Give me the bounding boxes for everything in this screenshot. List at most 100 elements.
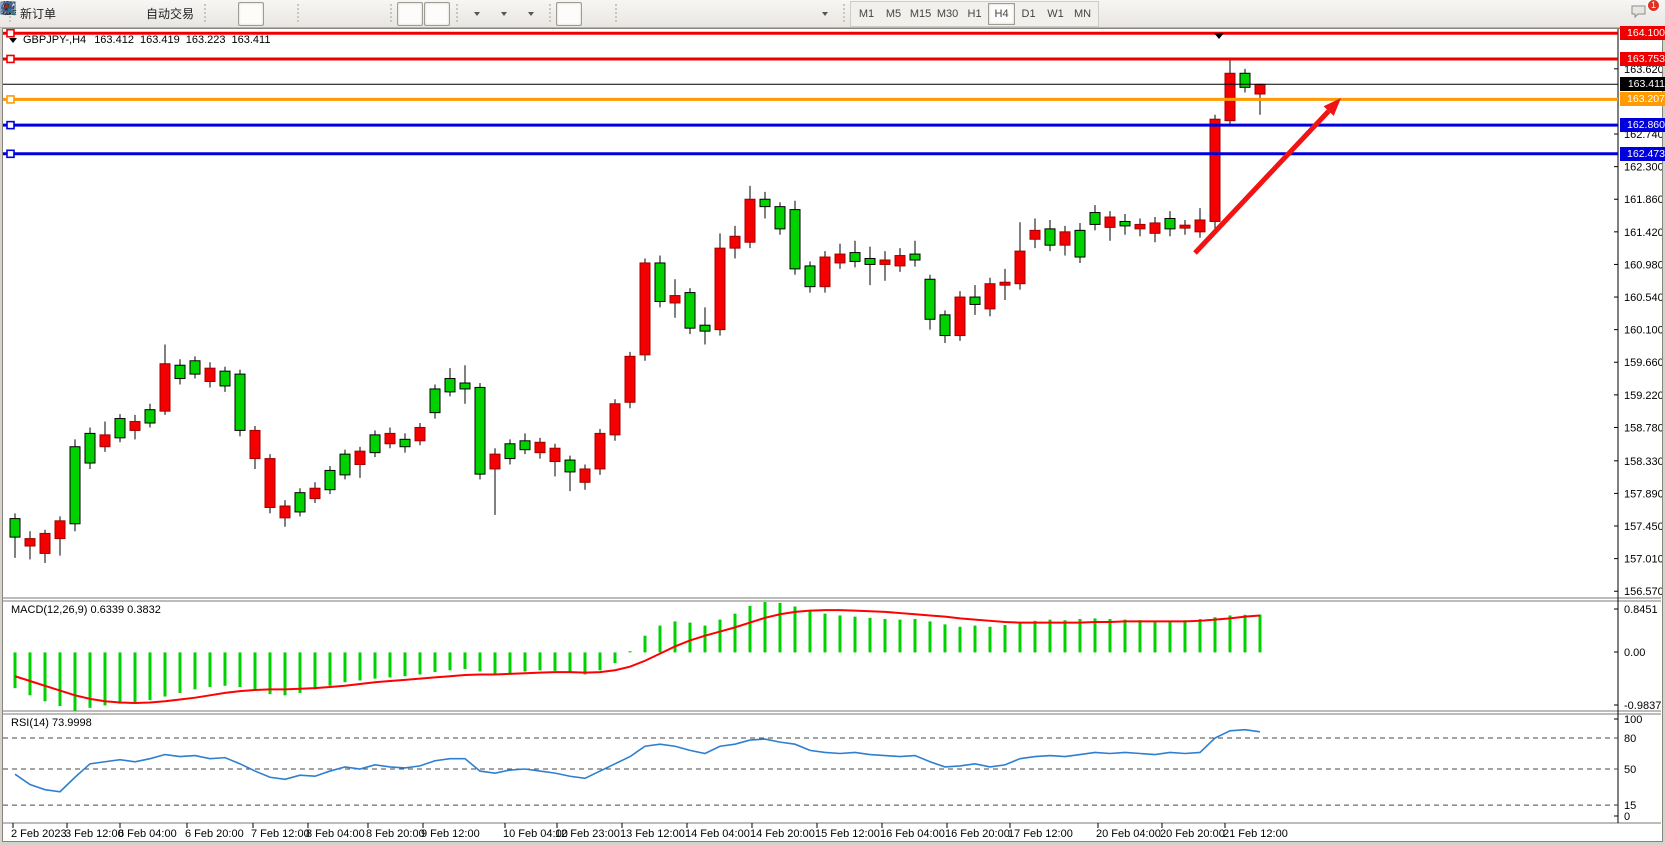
tab-timeframe-mn[interactable]: MN: [1073, 7, 1092, 20]
notification-badge: 1: [1647, 0, 1660, 12]
candle-body: [1134, 223, 1146, 230]
community-button[interactable]: [0, 1, 114, 26]
toolbar-grip[interactable]: [295, 3, 301, 24]
chart-shift-button[interactable]: [1, 1, 451, 26]
candle-body: [54, 520, 66, 540]
macd-histogram-bar: [478, 652, 482, 672]
y-axis-label: 162.300: [1624, 162, 1662, 174]
y-axis-label: 157.890: [1624, 488, 1662, 500]
toolbar-grip[interactable]: [841, 3, 847, 24]
vertical-line-button[interactable]: [6, 1, 648, 26]
macd-histogram-bar: [343, 652, 347, 683]
x-axis-label: 7 Feb 12:00: [251, 828, 310, 840]
tab-timeframe-m15[interactable]: M15: [909, 7, 932, 20]
toolbar-grip[interactable]: [613, 3, 619, 24]
y-axis-label: 159.220: [1624, 390, 1662, 402]
toolbar-grip[interactable]: [202, 3, 208, 24]
cursor-button[interactable]: [4, 1, 583, 26]
candle-body: [99, 434, 111, 448]
macd-histogram-bar: [598, 652, 602, 671]
trend-line-icon: [1, 1, 15, 15]
macd-histogram-bar: [493, 652, 497, 676]
y-axis-label: 160.540: [1624, 292, 1662, 304]
level-marker: [6, 29, 15, 38]
candle-body: [294, 492, 306, 513]
macd-histogram-bar: [688, 622, 692, 653]
text-button[interactable]: A: [3, 1, 783, 26]
bar-chart-button[interactable]: [1, 2, 237, 26]
notifications-button[interactable]: 1: [1629, 0, 1660, 26]
candle-body: [1029, 229, 1041, 240]
text-label-button[interactable]: T: [1, 2, 810, 26]
tab-timeframe-m5[interactable]: M5: [885, 7, 902, 20]
candle-body: [1209, 118, 1221, 222]
macd-histogram-bar: [1198, 619, 1202, 653]
price-tag: 162.473: [1620, 146, 1665, 161]
macd-histogram-bar: [238, 652, 242, 687]
crosshair-button[interactable]: [1, 1, 609, 26]
tile-windows-button[interactable]: [0, 1, 384, 26]
chart-symbol-period: GBPJPY-,H4: [23, 34, 87, 46]
arrows-button[interactable]: [2, 2, 837, 26]
candle-body: [204, 367, 216, 383]
candle-body: [39, 532, 51, 554]
annotation-arrow-head[interactable]: [1323, 98, 1341, 116]
periods-button[interactable]: [1, 1, 516, 26]
fibonacci-button[interactable]: F: [1, 2, 756, 26]
templates-button[interactable]: [0, 2, 543, 26]
price-tag: 163.411: [1620, 77, 1665, 92]
annotation-arrow-line[interactable]: [1193, 109, 1331, 255]
x-axis-label: 14 Feb 20:00: [750, 828, 815, 840]
macd-histogram-bar: [298, 652, 302, 693]
macd-histogram-bar: [1183, 620, 1187, 653]
macd-histogram-bar: [163, 652, 167, 697]
auto-scroll-button[interactable]: [1, 1, 424, 26]
search-button[interactable]: [1, 1, 1628, 26]
line-chart-button[interactable]: [0, 2, 291, 26]
candle-body: [759, 198, 771, 208]
tab-timeframe-m30[interactable]: M30: [936, 7, 959, 20]
auto-trading-button[interactable]: 自动交易: [1, 2, 198, 26]
horizontal-line-button[interactable]: [1, 2, 675, 26]
chart-shift-marker[interactable]: [1214, 33, 1224, 39]
x-axis-label: 13 Feb 12:00: [620, 828, 685, 840]
tab-timeframe-d1[interactable]: D1: [1021, 7, 1036, 20]
news-button[interactable]: [4, 2, 141, 26]
svg-text:T: T: [5, 4, 11, 15]
chart-canvas[interactable]: 163.620162.740162.300161.860161.420160.9…: [3, 29, 1662, 842]
tab-timeframe-h4[interactable]: H4: [988, 2, 1016, 25]
candle-body: [174, 364, 186, 380]
price-tag: 164.100: [1620, 26, 1665, 41]
macd-histogram-bar: [1018, 622, 1022, 653]
toolbar-grip[interactable]: [454, 3, 460, 24]
tab-timeframe-m1[interactable]: M1: [858, 7, 875, 20]
macd-histogram-bar: [28, 652, 32, 696]
toolbar-grip[interactable]: [388, 3, 394, 24]
trend-line-button[interactable]: [1, 1, 702, 26]
rsi-line: [14, 728, 1261, 793]
tab-timeframe-h1[interactable]: H1: [967, 7, 982, 20]
y-axis-label: 158.330: [1624, 456, 1662, 468]
candlestick-chart-button[interactable]: [1, 1, 265, 26]
macd-histogram-bar: [358, 652, 362, 681]
y-axis-label: 156.570: [1624, 586, 1662, 598]
candle-body: [324, 469, 336, 491]
level-marker: [6, 149, 15, 159]
history-center-button[interactable]: [1, 1, 87, 26]
zoom-in-button[interactable]: [1, 1, 330, 26]
macd-histogram-bar: [1108, 619, 1112, 653]
indicators-button[interactable]: [0, 1, 489, 26]
tab-timeframe-w1[interactable]: W1: [1047, 7, 1064, 20]
chart-expand-icon[interactable]: [9, 37, 17, 43]
y-axis-label: 160.100: [1624, 325, 1662, 337]
toolbar-grip[interactable]: [547, 3, 553, 24]
zoom-out-button[interactable]: [1, 1, 357, 26]
candle-body: [279, 505, 291, 519]
new-order-button[interactable]: 新订单: [0, 1, 60, 26]
candle-body: [1119, 220, 1131, 227]
chart-title: GBPJPY-,H4 163.412 163.419 163.223 163.4…: [9, 34, 270, 46]
equidistant-channel-button[interactable]: E: [0, 1, 729, 26]
candle-body: [714, 247, 726, 331]
dropdown-arrow-icon: [474, 11, 481, 16]
x-axis-label: 8 Feb 04:00: [306, 828, 365, 840]
